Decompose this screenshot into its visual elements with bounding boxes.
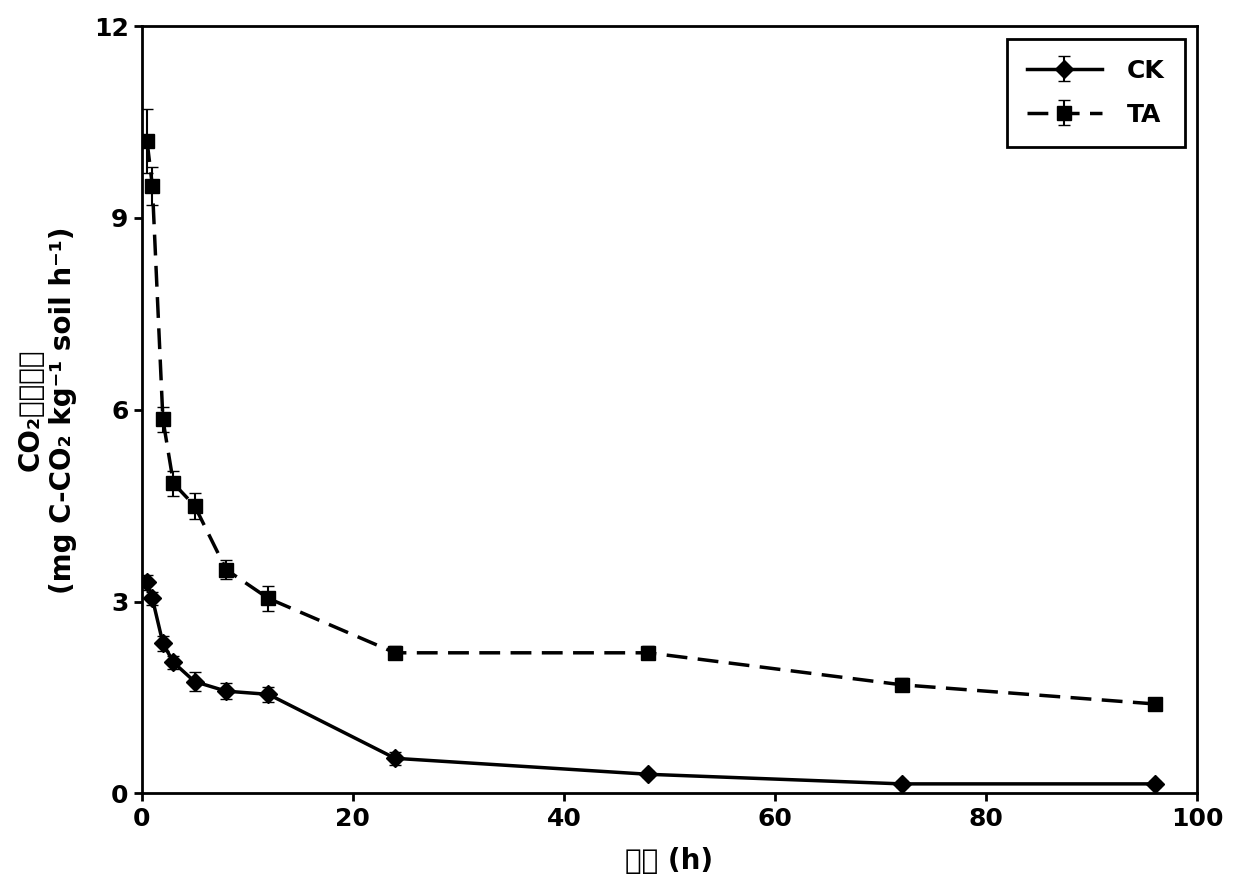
Legend: CK, TA: CK, TA <box>1007 38 1184 146</box>
X-axis label: 时间 (h): 时间 (h) <box>625 847 713 875</box>
Y-axis label: CO₂释放速率
(mg C-CO₂ kg⁻¹ soil h⁻¹): CO₂释放速率 (mg C-CO₂ kg⁻¹ soil h⁻¹) <box>16 226 77 593</box>
